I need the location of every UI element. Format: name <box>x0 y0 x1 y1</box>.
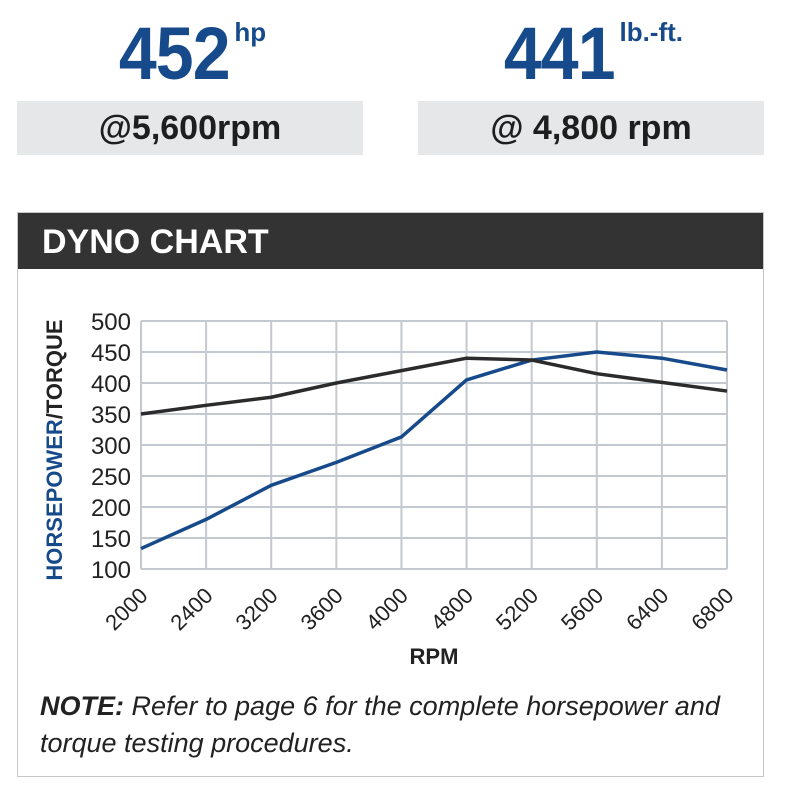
y-tick-label: 500 <box>91 309 131 336</box>
x-tick-label: 4000 <box>361 583 413 635</box>
y-tick-label: 350 <box>91 402 131 429</box>
y-tick-label: 150 <box>91 526 131 553</box>
torque-unit: lb.-ft. <box>619 17 683 47</box>
torque-value: 441 <box>503 12 616 95</box>
hp-value: 452 <box>118 12 231 95</box>
note-label: NOTE: <box>40 691 124 721</box>
y-tick-label: 200 <box>91 495 131 522</box>
x-tick-label: 5200 <box>491 583 543 635</box>
y-axis-label: HORSEPOWER/TORQUE <box>42 319 67 580</box>
x-tick-label: 6800 <box>686 583 738 635</box>
torque-rpm: @ 4,800 rpm <box>418 101 764 155</box>
x-axis-label: RPM <box>410 644 459 669</box>
note: NOTE: Refer to page 6 for the complete h… <box>40 688 740 762</box>
y-tick-label: 450 <box>91 340 131 367</box>
hp-stat: 452 hp <box>17 12 363 96</box>
dyno-chart-panel: DYNO CHART <box>17 212 764 777</box>
y-tick-label: 250 <box>91 464 131 491</box>
x-tick-label: 2000 <box>100 583 152 635</box>
torque-stat: 441 lb.-ft. <box>418 12 764 96</box>
x-tick-label: 2400 <box>165 583 217 635</box>
x-tick-label: 3200 <box>230 583 282 635</box>
panel-title: DYNO CHART <box>18 213 763 269</box>
torque-line <box>140 356 728 416</box>
hp-unit: hp <box>234 17 267 47</box>
horsepower-line <box>140 350 728 551</box>
x-tick-label: 6400 <box>621 583 673 635</box>
y-tick-label: 100 <box>91 557 131 584</box>
x-tick-label: 5600 <box>556 583 608 635</box>
x-tick-label: 4800 <box>426 583 478 635</box>
y-tick-label: 400 <box>91 371 131 398</box>
hp-rpm: @5,600rpm <box>17 101 363 155</box>
note-text: Refer to page 6 for the complete horsepo… <box>40 691 720 758</box>
x-tick-label: 3600 <box>296 583 348 635</box>
y-tick-label: 300 <box>91 433 131 460</box>
